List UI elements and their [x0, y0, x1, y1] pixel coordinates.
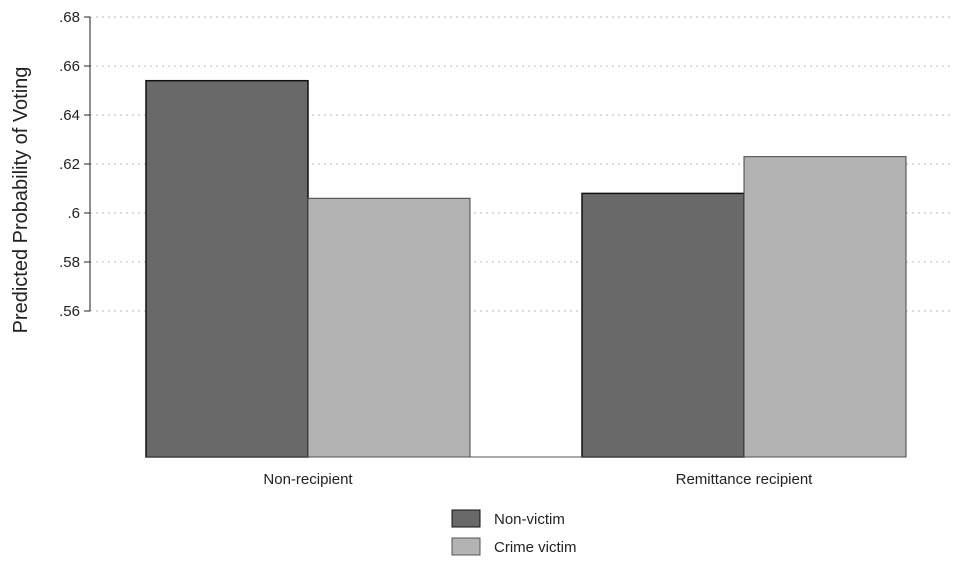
y-tick-label: .68 [59, 9, 80, 26]
y-axis-title: Predicted Probability of Voting [10, 67, 32, 334]
y-tick-label: .64 [59, 107, 80, 124]
legend: Non-victim Crime victim [451, 509, 577, 556]
bar-non-victim-2 [581, 192, 745, 458]
y-tick-label: .66 [59, 58, 80, 75]
y-tick-label: .62 [59, 156, 80, 173]
legend-label: Non-victim [494, 511, 565, 528]
category-labels: Non-recipient Remittance recipient [263, 471, 813, 488]
y-tick-label: .58 [59, 254, 80, 271]
legend-label: Crime victim [494, 539, 577, 556]
bar-crime-victim-2 [743, 156, 907, 458]
x-category-label: Remittance recipient [676, 471, 814, 488]
bars [145, 79, 907, 458]
y-axis: .56 .58 .6 .62 .64 .66 .68 [59, 9, 91, 320]
x-category-label: Non-recipient [263, 471, 353, 488]
bar-non-victim-1 [145, 79, 309, 458]
y-tick-label: .6 [67, 205, 80, 222]
bar-crime-victim-1 [307, 197, 471, 458]
y-tick-label: .56 [59, 303, 80, 320]
legend-swatch [451, 537, 481, 556]
legend-swatch [451, 509, 481, 528]
